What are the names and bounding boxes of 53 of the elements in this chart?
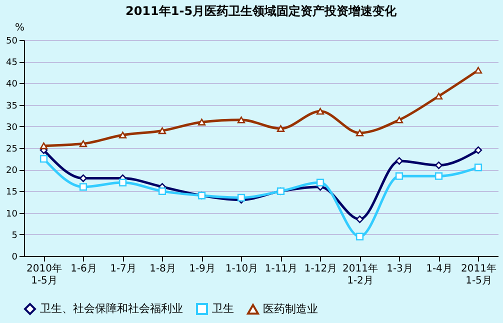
- x-tick-label: 1-12月: [304, 264, 338, 274]
- point: [356, 232, 364, 240]
- point: [158, 127, 166, 134]
- y-axis-title: %: [14, 22, 24, 34]
- y-tick-label: 0: [12, 252, 18, 262]
- point: [434, 161, 443, 170]
- x-tick-label: 2010年 1-5月: [26, 262, 62, 286]
- point: [118, 132, 127, 138]
- point: [395, 157, 404, 165]
- point: [118, 178, 127, 186]
- x-tick-label: 1-3月: [386, 264, 413, 274]
- point: [474, 164, 482, 172]
- point: [158, 187, 166, 196]
- x-tick-label: 1-8月: [150, 264, 176, 274]
- x-tick-label: 1-11月: [264, 264, 298, 274]
- y-tick-label: 35: [6, 101, 18, 112]
- y-tick-label: 50: [6, 36, 18, 46]
- point: [316, 178, 324, 186]
- point: [395, 172, 404, 180]
- point: [434, 172, 443, 180]
- point: [237, 194, 246, 202]
- x-tick-label: 1-7月: [110, 264, 136, 274]
- legend-label: 卫生、社会保障和社会福利业: [40, 302, 183, 315]
- x-tick-label: 1-9月: [189, 264, 216, 274]
- point: [395, 116, 404, 124]
- point: [40, 142, 48, 150]
- point: [356, 129, 364, 136]
- legend-label: 卫生: [212, 302, 234, 315]
- point: [276, 125, 285, 132]
- y-tick-label: 10: [6, 209, 18, 220]
- point: [316, 108, 324, 115]
- legend-label: 医药制造业: [263, 302, 318, 316]
- y-tick-label: 25: [6, 144, 18, 154]
- y-tick-label: 45: [6, 58, 18, 68]
- point: [237, 116, 246, 124]
- point: [79, 140, 88, 148]
- point: [474, 66, 482, 74]
- point: [79, 183, 88, 191]
- y-tick-label: 15: [6, 188, 18, 198]
- point: [40, 154, 48, 163]
- y-tick-label: 5: [12, 230, 18, 241]
- x-tick-label: 1-10月: [225, 264, 258, 274]
- y-tick-label: 20: [6, 166, 18, 176]
- x-tick-label: 1-6月: [70, 264, 97, 274]
- x-tick-label: 2011年 1-5月: [461, 262, 496, 286]
- point: [474, 146, 482, 154]
- x-tick-label: 2011年 1-2月: [342, 262, 378, 286]
- y-tick-label: 40: [6, 80, 18, 90]
- point: [198, 118, 206, 126]
- chart-title: 2011年1-5月医药卫生领域固定资产投资增速变化: [125, 4, 398, 18]
- point: [356, 215, 364, 224]
- x-tick-label: 1-4月: [426, 264, 452, 274]
- y-tick-label: 30: [6, 122, 18, 133]
